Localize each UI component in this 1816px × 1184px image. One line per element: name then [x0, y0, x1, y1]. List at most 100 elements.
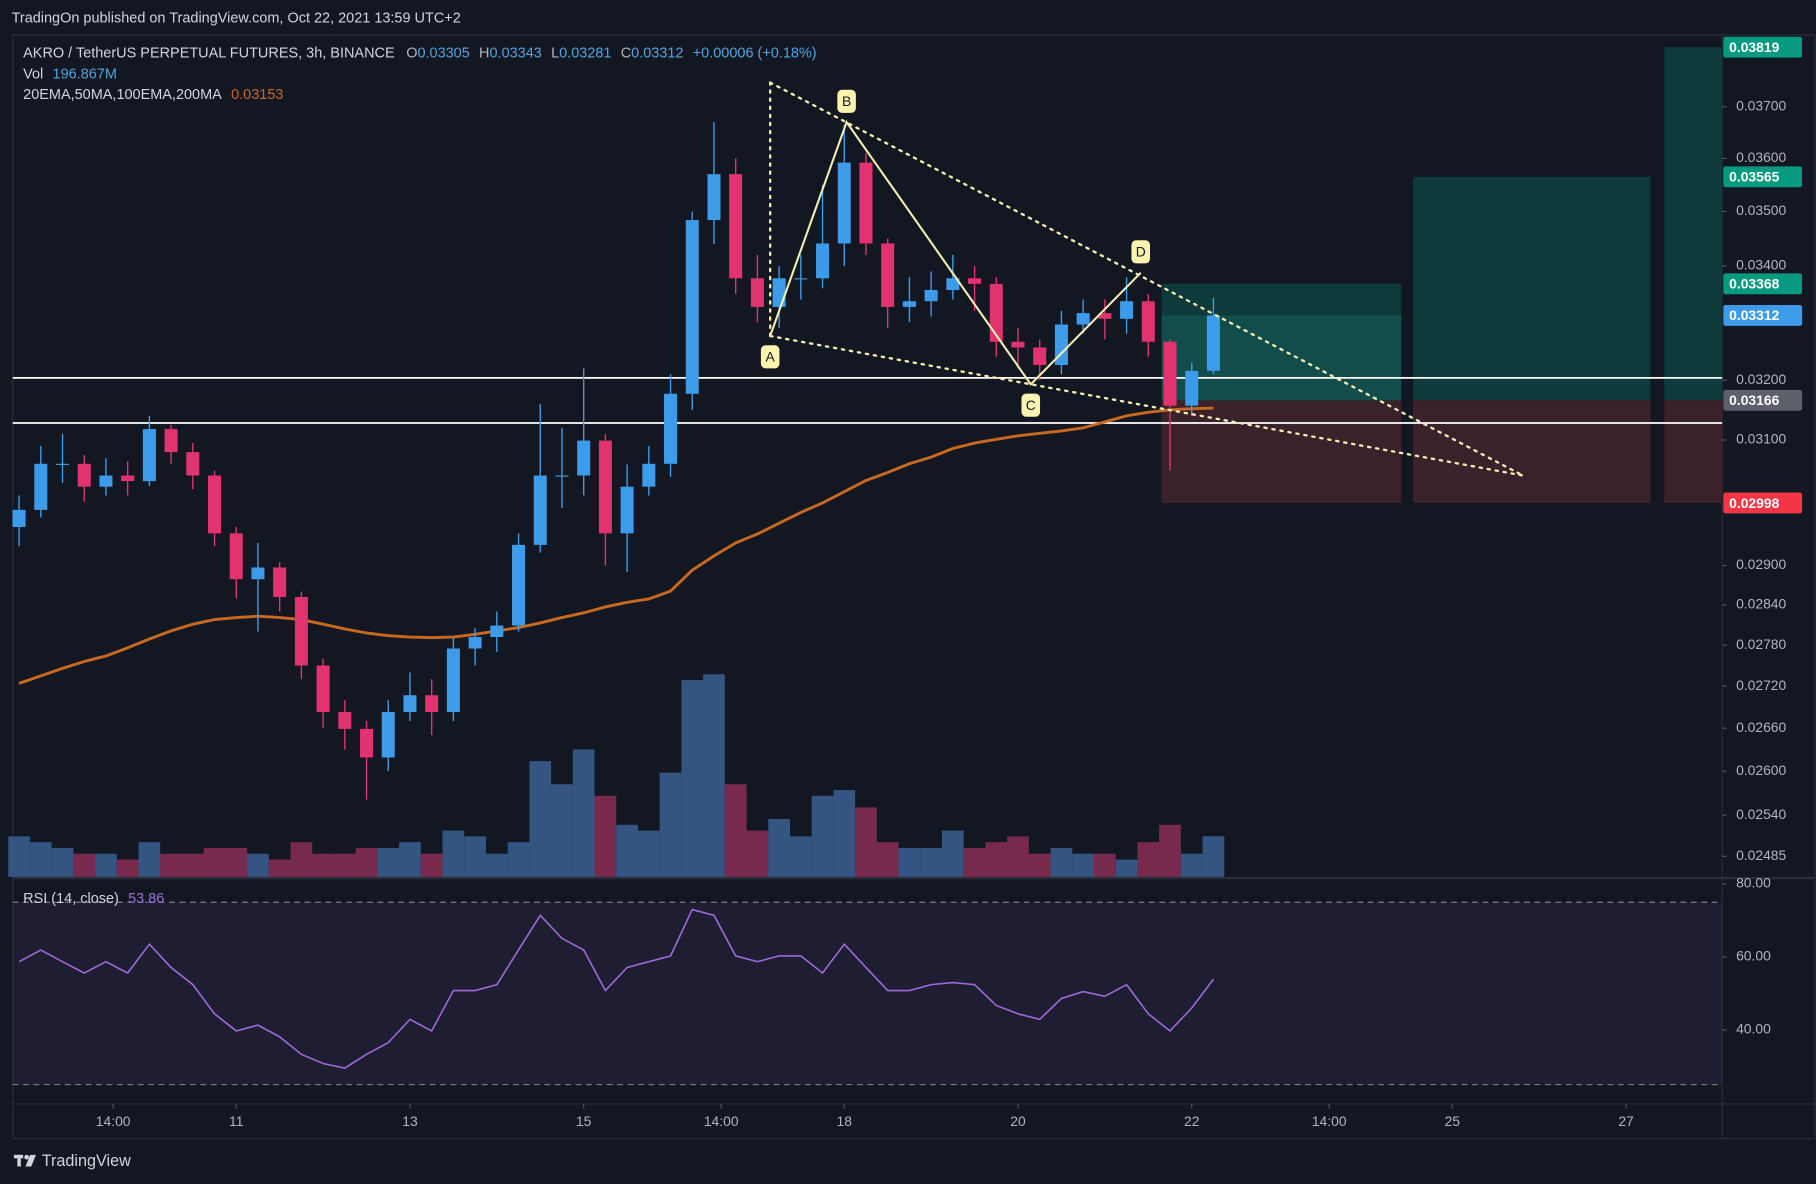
- volume-bar: [681, 680, 704, 877]
- volume-bar: [355, 847, 378, 877]
- volume-bar: [811, 795, 834, 877]
- trend-line: [769, 334, 1525, 477]
- pattern-label: A: [766, 349, 776, 365]
- trend-line: [769, 81, 1525, 477]
- volume-bar: [203, 847, 226, 877]
- volume-bar: [507, 842, 530, 877]
- ma-line: [18, 406, 1214, 685]
- candle-body: [490, 625, 504, 638]
- ohlc-value: 0.03281: [559, 45, 611, 61]
- candle-body: [685, 220, 699, 394]
- ohlc-value: 0.03312: [631, 45, 683, 61]
- volume-bar: [399, 842, 421, 877]
- candle-body: [533, 475, 547, 545]
- candle-body: [1206, 315, 1220, 371]
- rsi-title: RSI (14, close): [23, 891, 119, 907]
- y-tick-label: 0.02840: [1736, 596, 1786, 612]
- candle-body: [989, 283, 1003, 342]
- rsi-band: [12, 902, 1723, 1085]
- volume-bar: [985, 842, 1008, 877]
- candle-body: [164, 429, 178, 453]
- candle-body: [1054, 324, 1068, 365]
- x-tick-label: 14:00: [1312, 1113, 1347, 1129]
- ohlc-value: 0.03305: [417, 45, 469, 61]
- x-tick-label: 20: [1010, 1113, 1026, 1129]
- ohlc-value: 0.03343: [490, 45, 542, 61]
- top-bar: [0, 0, 1816, 35]
- volume-bar: [529, 761, 552, 877]
- candle-body: [642, 463, 656, 487]
- y-tick-label: 0.02540: [1736, 806, 1786, 822]
- target-tag: 0.03565: [1729, 169, 1779, 185]
- last-price-tag: 0.03312: [1729, 307, 1779, 323]
- x-tick-label: 22: [1184, 1113, 1200, 1129]
- y-tick-label: 0.03700: [1736, 97, 1786, 113]
- candle-body: [794, 278, 808, 280]
- candle-body: [186, 452, 200, 476]
- volume-bar: [485, 853, 508, 877]
- candle-body: [577, 440, 591, 476]
- volume-bar: [116, 859, 139, 877]
- volume-bar: [594, 795, 617, 877]
- candle-body: [1011, 341, 1025, 348]
- candle-body: [1033, 347, 1047, 365]
- candle-body: [142, 429, 156, 482]
- candle-body: [598, 440, 612, 534]
- candle-body: [1163, 341, 1177, 406]
- candle-body: [403, 695, 417, 712]
- footer-brand: TradingView: [42, 1152, 131, 1170]
- entry-tag: 0.03166: [1729, 392, 1779, 408]
- rsi-tick-label: 60.00: [1736, 948, 1771, 964]
- y-tick-label: 0.03600: [1736, 149, 1786, 165]
- volume-bar: [855, 807, 877, 877]
- ma-label: 20EMA,50MA,100EMA,200MA: [23, 87, 222, 103]
- loss-zone: [1412, 400, 1651, 503]
- volume-bar: [1202, 836, 1225, 877]
- stop-tag-bg: [1723, 492, 1803, 514]
- x-tick-label: 18: [837, 1113, 853, 1129]
- target-tag-bg: [1723, 36, 1803, 58]
- volume-bar: [268, 859, 291, 877]
- candle-body: [381, 711, 395, 758]
- volume-bar: [551, 784, 573, 877]
- volume-bar: [920, 847, 942, 877]
- x-tick-label: 11: [229, 1113, 244, 1129]
- change: +0.00006 (+0.18%): [693, 45, 817, 61]
- pattern-label-box: [1021, 393, 1041, 417]
- candle-body: [1185, 370, 1199, 406]
- profit-zone: [1412, 176, 1651, 401]
- volume-bar: [1094, 853, 1116, 877]
- symbol: AKRO / TetherUS PERPETUAL FUTURES, 3h, B…: [23, 45, 395, 61]
- candle-body: [446, 648, 460, 712]
- volume-bar: [659, 772, 682, 877]
- profit-zone: [1664, 47, 1723, 401]
- candle-body: [837, 162, 851, 244]
- x-tick-label: 15: [576, 1113, 592, 1129]
- pattern-label: D: [1136, 244, 1146, 260]
- rsi-tick-label: 80.00: [1736, 875, 1771, 891]
- volume-legend: Vol 196.867M: [23, 66, 117, 82]
- volume-bar: [1180, 853, 1203, 877]
- pattern-label-box: [1131, 240, 1150, 264]
- volume-bar: [724, 784, 747, 877]
- last-price-tag-bg: [1723, 304, 1803, 326]
- candle-body: [229, 533, 243, 580]
- volume-bar: [73, 853, 96, 877]
- volume-bar: [29, 842, 52, 877]
- volume-label: Vol: [23, 66, 43, 82]
- volume-bar: [247, 853, 269, 877]
- y-tick-label: 0.02660: [1736, 719, 1786, 735]
- pattern-label-box: [760, 345, 780, 369]
- volume-bar: [51, 847, 74, 877]
- target-tag-bg: [1723, 273, 1803, 295]
- volume-bar: [8, 836, 30, 877]
- x-tick-label: 14:00: [704, 1113, 739, 1129]
- rsi-line: [18, 908, 1215, 1069]
- volume-bar: [616, 824, 638, 877]
- volume-bar: [1028, 853, 1051, 877]
- volume-bar: [1007, 836, 1029, 877]
- volume-bar: [572, 749, 595, 877]
- target-tag: 0.03368: [1729, 276, 1779, 292]
